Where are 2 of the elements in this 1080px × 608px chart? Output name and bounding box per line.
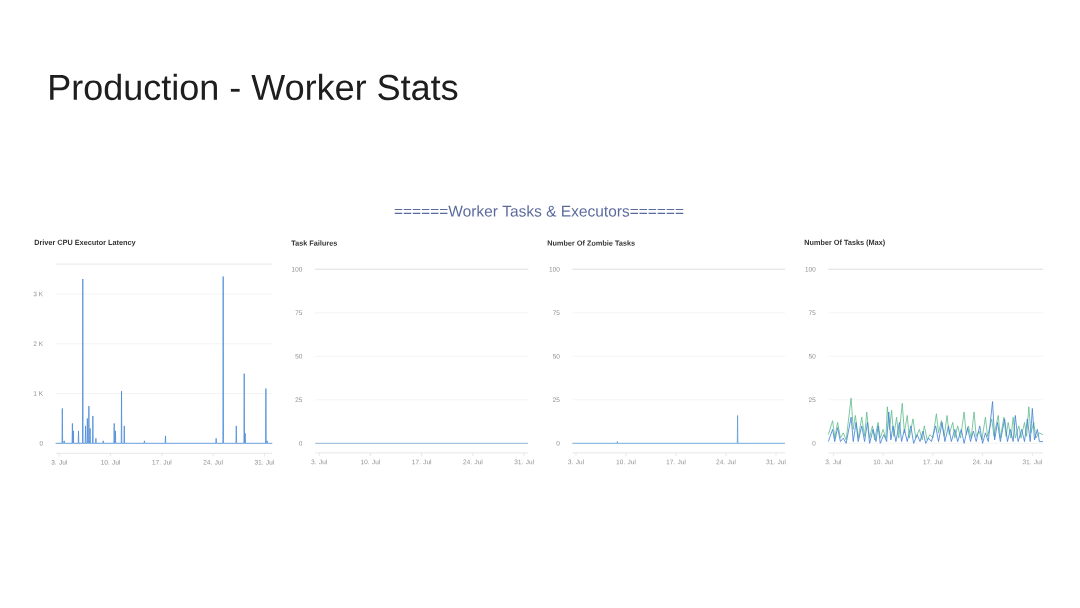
- text: ======Worker Tasks & Executors======: [394, 205, 684, 217]
- text: Production - Worker Stats: [50, 73, 458, 101]
